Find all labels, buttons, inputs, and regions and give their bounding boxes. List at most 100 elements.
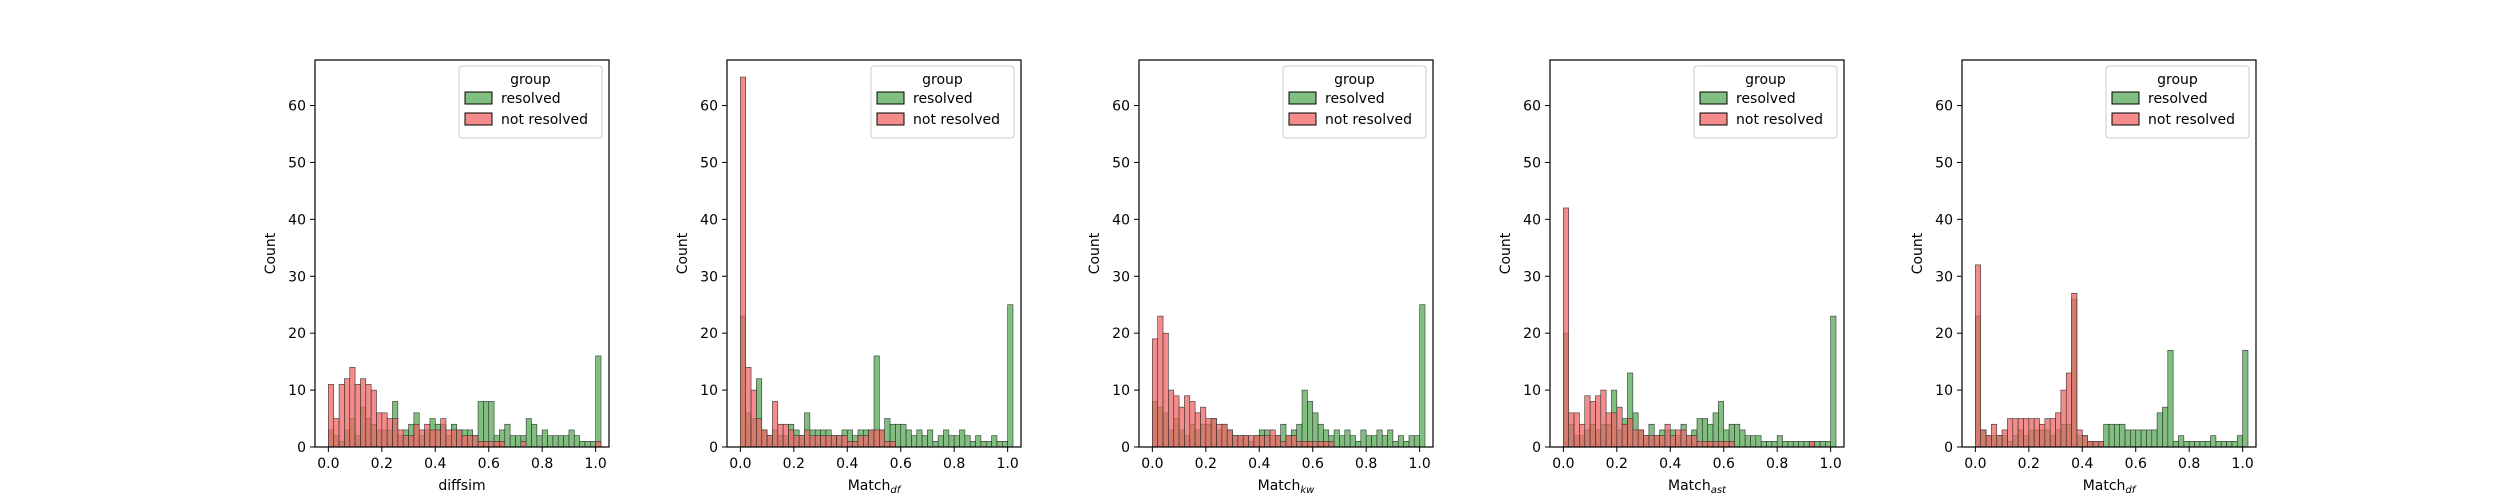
not-resolved-bar — [434, 429, 441, 448]
legend-swatch-not-resolved — [876, 112, 905, 126]
x-axis-label-subscript: ast — [1711, 485, 1727, 496]
resolved-bar — [921, 435, 928, 448]
y-tick-label: 10 — [1112, 383, 1130, 399]
y-tick-label: 50 — [700, 155, 718, 171]
not-resolved-bar — [777, 423, 784, 448]
resolved-bar — [1007, 304, 1014, 448]
not-resolved-bar — [1285, 435, 1292, 448]
not-resolved-bar — [2055, 412, 2062, 448]
not-resolved-bar — [1648, 435, 1655, 448]
not-resolved-bar — [499, 441, 506, 448]
resolved-bar — [1339, 435, 1346, 448]
not-resolved-bar — [1269, 429, 1276, 448]
x-axis-label-main: Match — [848, 478, 891, 494]
resolved-bar — [937, 435, 944, 448]
resolved-bar — [895, 423, 902, 448]
x-tick-label: 0.0 — [1964, 456, 1986, 472]
resolved-bar — [1301, 389, 1308, 448]
x-tick-label: 0.8 — [531, 456, 553, 472]
x-tick-label: 0.6 — [890, 456, 912, 472]
not-resolved-bar — [1653, 435, 1660, 448]
legend-title: group — [1334, 72, 1375, 88]
resolved-bar — [2188, 441, 2195, 448]
not-resolved-bar — [1728, 441, 1735, 448]
histogram-panel-4: 0 10 20 30 40 50 60 0.0 0.2 0.4 0.6 0.8 1.0 Count Matc… — [1498, 59, 1845, 496]
resolved-bar — [2231, 441, 2238, 448]
not-resolved-bar — [445, 429, 452, 448]
y-tick-label: 60 — [1935, 99, 1953, 115]
x-tick-label: 1.0 — [1820, 456, 1842, 472]
legend-entry-resolved: resolved — [501, 91, 561, 107]
legend: group resolved not resolved — [1693, 65, 1838, 139]
not-resolved-bar — [857, 435, 864, 448]
not-resolved-bar — [493, 441, 500, 448]
not-resolved-bar — [2081, 435, 2088, 448]
y-tick-label: 40 — [1935, 212, 1953, 228]
resolved-bar — [568, 429, 575, 448]
not-resolved-bar — [846, 441, 853, 448]
not-resolved-bar — [381, 412, 388, 448]
not-resolved-bar — [1205, 418, 1212, 448]
not-resolved-bar — [2012, 418, 2019, 448]
x-axis-label: Matchdf — [848, 478, 902, 496]
not-resolved-bar — [1680, 429, 1687, 448]
x-axis-label: Matchkw — [1258, 478, 1316, 496]
resolved-bar — [1814, 441, 1821, 448]
not-resolved-bar — [392, 418, 399, 448]
not-resolved-bar — [456, 429, 463, 448]
resolved-bar — [985, 441, 992, 448]
not-resolved-bar — [1194, 412, 1201, 448]
not-resolved-bar — [1985, 435, 1992, 448]
not-resolved-bar — [2065, 372, 2072, 448]
y-tick-label: 10 — [1935, 383, 1953, 399]
not-resolved-bar — [1584, 395, 1591, 448]
not-resolved-bar — [1621, 423, 1628, 448]
resolved-bar — [2108, 423, 2115, 448]
not-resolved-bar — [1189, 401, 1196, 448]
not-resolved-bar — [1157, 315, 1164, 448]
not-resolved-bar — [1173, 395, 1180, 448]
resolved-bar — [2226, 441, 2233, 448]
not-resolved-bar — [1312, 441, 1319, 448]
y-axis-label: Count — [1910, 232, 1926, 274]
resolved-bar — [1819, 441, 1826, 448]
resolved-bar — [969, 441, 976, 448]
resolved-bar — [1787, 441, 1794, 448]
not-resolved-bar — [488, 441, 495, 448]
y-tick-label: 10 — [288, 383, 306, 399]
y-tick-label: 0 — [709, 440, 718, 456]
legend: group resolved not resolved — [1282, 65, 1427, 139]
resolved-bar — [2242, 349, 2249, 448]
resolved-bar — [2183, 441, 2190, 448]
not-resolved-bar — [376, 412, 383, 448]
not-resolved-bar — [889, 441, 896, 448]
x-tick-label: 0.6 — [2125, 456, 2147, 472]
not-resolved-bar — [1691, 435, 1698, 448]
not-resolved-bar — [477, 441, 484, 448]
not-resolved-bar — [1627, 418, 1634, 448]
y-tick-label: 60 — [700, 99, 718, 115]
not-resolved-bar — [1808, 441, 1815, 448]
not-resolved-bar — [365, 384, 372, 448]
not-resolved-bar — [772, 401, 779, 448]
x-axis-label: Matchdf — [2083, 478, 2137, 496]
resolved-bar — [1387, 429, 1394, 448]
y-tick-label: 50 — [288, 155, 306, 171]
not-resolved-bar — [814, 435, 821, 448]
resolved-bar — [900, 423, 907, 448]
not-resolved-bar — [520, 441, 527, 448]
not-resolved-bar — [1152, 338, 1159, 448]
not-resolved-bar — [1723, 441, 1730, 448]
y-tick-label: 0 — [1121, 440, 1130, 456]
not-resolved-bar — [461, 435, 468, 448]
not-resolved-bar — [745, 367, 752, 448]
y-axis-label: Count — [1087, 232, 1103, 274]
x-axis-label-main: Match — [2083, 478, 2126, 494]
resolved-bar — [1344, 429, 1351, 448]
not-resolved-bar — [1291, 435, 1297, 448]
not-resolved-bar — [2060, 389, 2067, 448]
not-resolved-bar — [2007, 418, 2014, 448]
not-resolved-bar — [756, 418, 763, 448]
resolved-bar — [1776, 435, 1783, 448]
